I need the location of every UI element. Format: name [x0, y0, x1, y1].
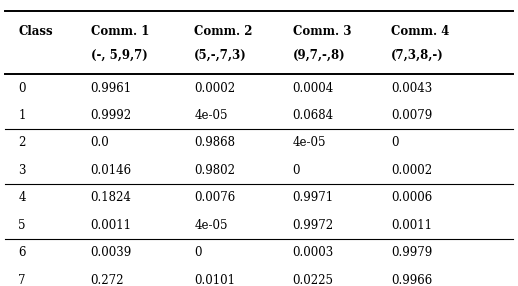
Text: Class: Class	[18, 25, 53, 38]
Text: Comm. 3: Comm. 3	[293, 25, 351, 38]
Text: 0.0011: 0.0011	[391, 219, 432, 232]
Text: Comm. 1: Comm. 1	[91, 25, 149, 38]
Text: 0.0039: 0.0039	[91, 246, 132, 259]
Text: 0.0011: 0.0011	[91, 219, 132, 232]
Text: 0: 0	[194, 246, 202, 259]
Text: (5,-,7,3): (5,-,7,3)	[194, 49, 247, 62]
Text: 0.9979: 0.9979	[391, 246, 433, 259]
Text: 0.272: 0.272	[91, 274, 124, 286]
Text: (-, 5,9,7): (-, 5,9,7)	[91, 49, 148, 62]
Text: 0.0146: 0.0146	[91, 164, 132, 177]
Text: 4e-05: 4e-05	[194, 219, 228, 232]
Text: 0: 0	[391, 136, 398, 150]
Text: 0.9868: 0.9868	[194, 136, 235, 150]
Text: 0: 0	[293, 164, 300, 177]
Text: 1: 1	[18, 109, 25, 122]
Text: 4e-05: 4e-05	[293, 136, 326, 150]
Text: 2: 2	[18, 136, 25, 150]
Text: 0.0225: 0.0225	[293, 274, 334, 286]
Text: 0.0003: 0.0003	[293, 246, 334, 259]
Text: 0.0: 0.0	[91, 136, 109, 150]
Text: 4: 4	[18, 191, 25, 204]
Text: 0.9992: 0.9992	[91, 109, 132, 122]
Text: 6: 6	[18, 246, 25, 259]
Text: 4e-05: 4e-05	[194, 109, 228, 122]
Text: 0.9972: 0.9972	[293, 219, 334, 232]
Text: 0.0079: 0.0079	[391, 109, 433, 122]
Text: Comm. 4: Comm. 4	[391, 25, 450, 38]
Text: 0.0002: 0.0002	[391, 164, 432, 177]
Text: 0.0004: 0.0004	[293, 82, 334, 95]
Text: 0.9802: 0.9802	[194, 164, 235, 177]
Text: 7: 7	[18, 274, 25, 286]
Text: 0.9961: 0.9961	[91, 82, 132, 95]
Text: 0.9966: 0.9966	[391, 274, 433, 286]
Text: 0.9971: 0.9971	[293, 191, 334, 204]
Text: 3: 3	[18, 164, 25, 177]
Text: 0.0043: 0.0043	[391, 82, 433, 95]
Text: 0.0076: 0.0076	[194, 191, 236, 204]
Text: 0.0006: 0.0006	[391, 191, 433, 204]
Text: 0.1824: 0.1824	[91, 191, 132, 204]
Text: (9,7,-,8): (9,7,-,8)	[293, 49, 346, 62]
Text: 0.0101: 0.0101	[194, 274, 235, 286]
Text: 5: 5	[18, 219, 25, 232]
Text: 0: 0	[18, 82, 25, 95]
Text: 0.0002: 0.0002	[194, 82, 235, 95]
Text: 0.0684: 0.0684	[293, 109, 334, 122]
Text: Comm. 2: Comm. 2	[194, 25, 253, 38]
Text: (7,3,8,-): (7,3,8,-)	[391, 49, 444, 62]
